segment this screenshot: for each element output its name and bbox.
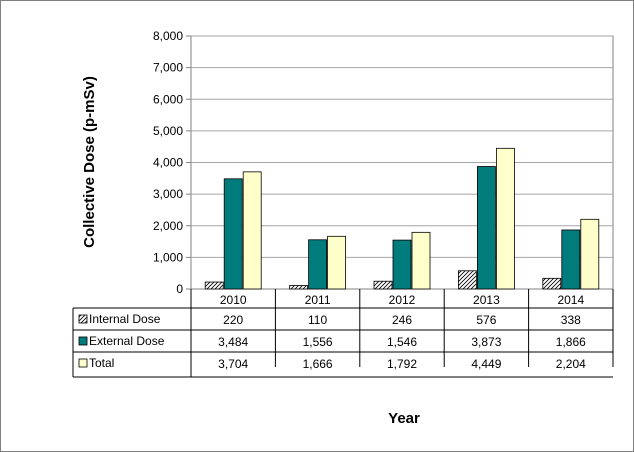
bar-external-dose (476, 166, 496, 290)
bar-total (242, 171, 262, 290)
bar-total (580, 218, 600, 290)
bar-external-dose (392, 239, 412, 290)
bar-total (411, 231, 431, 290)
bar-internal-dose (204, 281, 224, 290)
x-tick-label: 2010 (220, 293, 247, 307)
data-label: 246 (392, 313, 412, 327)
bar-internal-dose (289, 285, 309, 290)
data-label: 1,792 (387, 357, 417, 371)
y-tick-label: 3,000 (153, 187, 183, 201)
bar-total (327, 235, 347, 290)
legend-key (78, 358, 88, 368)
y-tick-label: 5,000 (153, 124, 183, 138)
y-tick-label: 6,000 (153, 92, 183, 106)
bar-internal-dose (542, 277, 562, 290)
data-label: 338 (561, 313, 581, 327)
y-tick-label: 7,000 (153, 61, 183, 75)
bar-external-dose (223, 178, 243, 290)
y-tick-label: 1,000 (153, 250, 183, 264)
data-label: 220 (223, 313, 243, 327)
data-label: 2,204 (556, 357, 586, 371)
data-label: 3,873 (471, 335, 501, 349)
x-axis-title: Year (388, 410, 420, 427)
y-tick-label: 4,000 (153, 156, 183, 170)
data-label: 1,866 (556, 335, 586, 349)
bar-internal-dose (457, 270, 477, 290)
legend-key (78, 314, 88, 324)
data-label: 1,666 (303, 357, 333, 371)
bar-total (495, 147, 515, 290)
legend-label: Internal Dose (89, 312, 161, 326)
bar-external-dose (308, 239, 328, 290)
x-tick-label: 2013 (473, 293, 500, 307)
bar-internal-dose (373, 280, 393, 290)
bar-external-dose (561, 229, 581, 290)
y-axis-title: Collective Dose (p-mSv) (81, 76, 98, 248)
y-tick-label: 8,000 (153, 29, 183, 43)
data-label: 3,704 (218, 357, 248, 371)
y-tick-label: 0 (176, 282, 183, 296)
data-label: 3,484 (218, 335, 248, 349)
data-label: 576 (476, 313, 496, 327)
legend-label: External Dose (89, 334, 165, 348)
x-tick-label: 2011 (305, 293, 331, 307)
x-tick-label: 2014 (557, 293, 584, 307)
legend-key (78, 336, 88, 346)
data-label: 110 (308, 313, 327, 327)
data-label: 4,449 (471, 357, 501, 371)
data-label: 1,546 (387, 335, 417, 349)
y-tick-label: 2,000 (153, 219, 183, 233)
plot-area: 0 1,000 2,000 3,000 4,000 5,000 6,000 7,000 8,00… (72, 29, 614, 378)
data-label: 1,556 (303, 335, 333, 349)
x-tick-label: 2012 (389, 293, 416, 307)
legend-label: Total (89, 356, 114, 370)
